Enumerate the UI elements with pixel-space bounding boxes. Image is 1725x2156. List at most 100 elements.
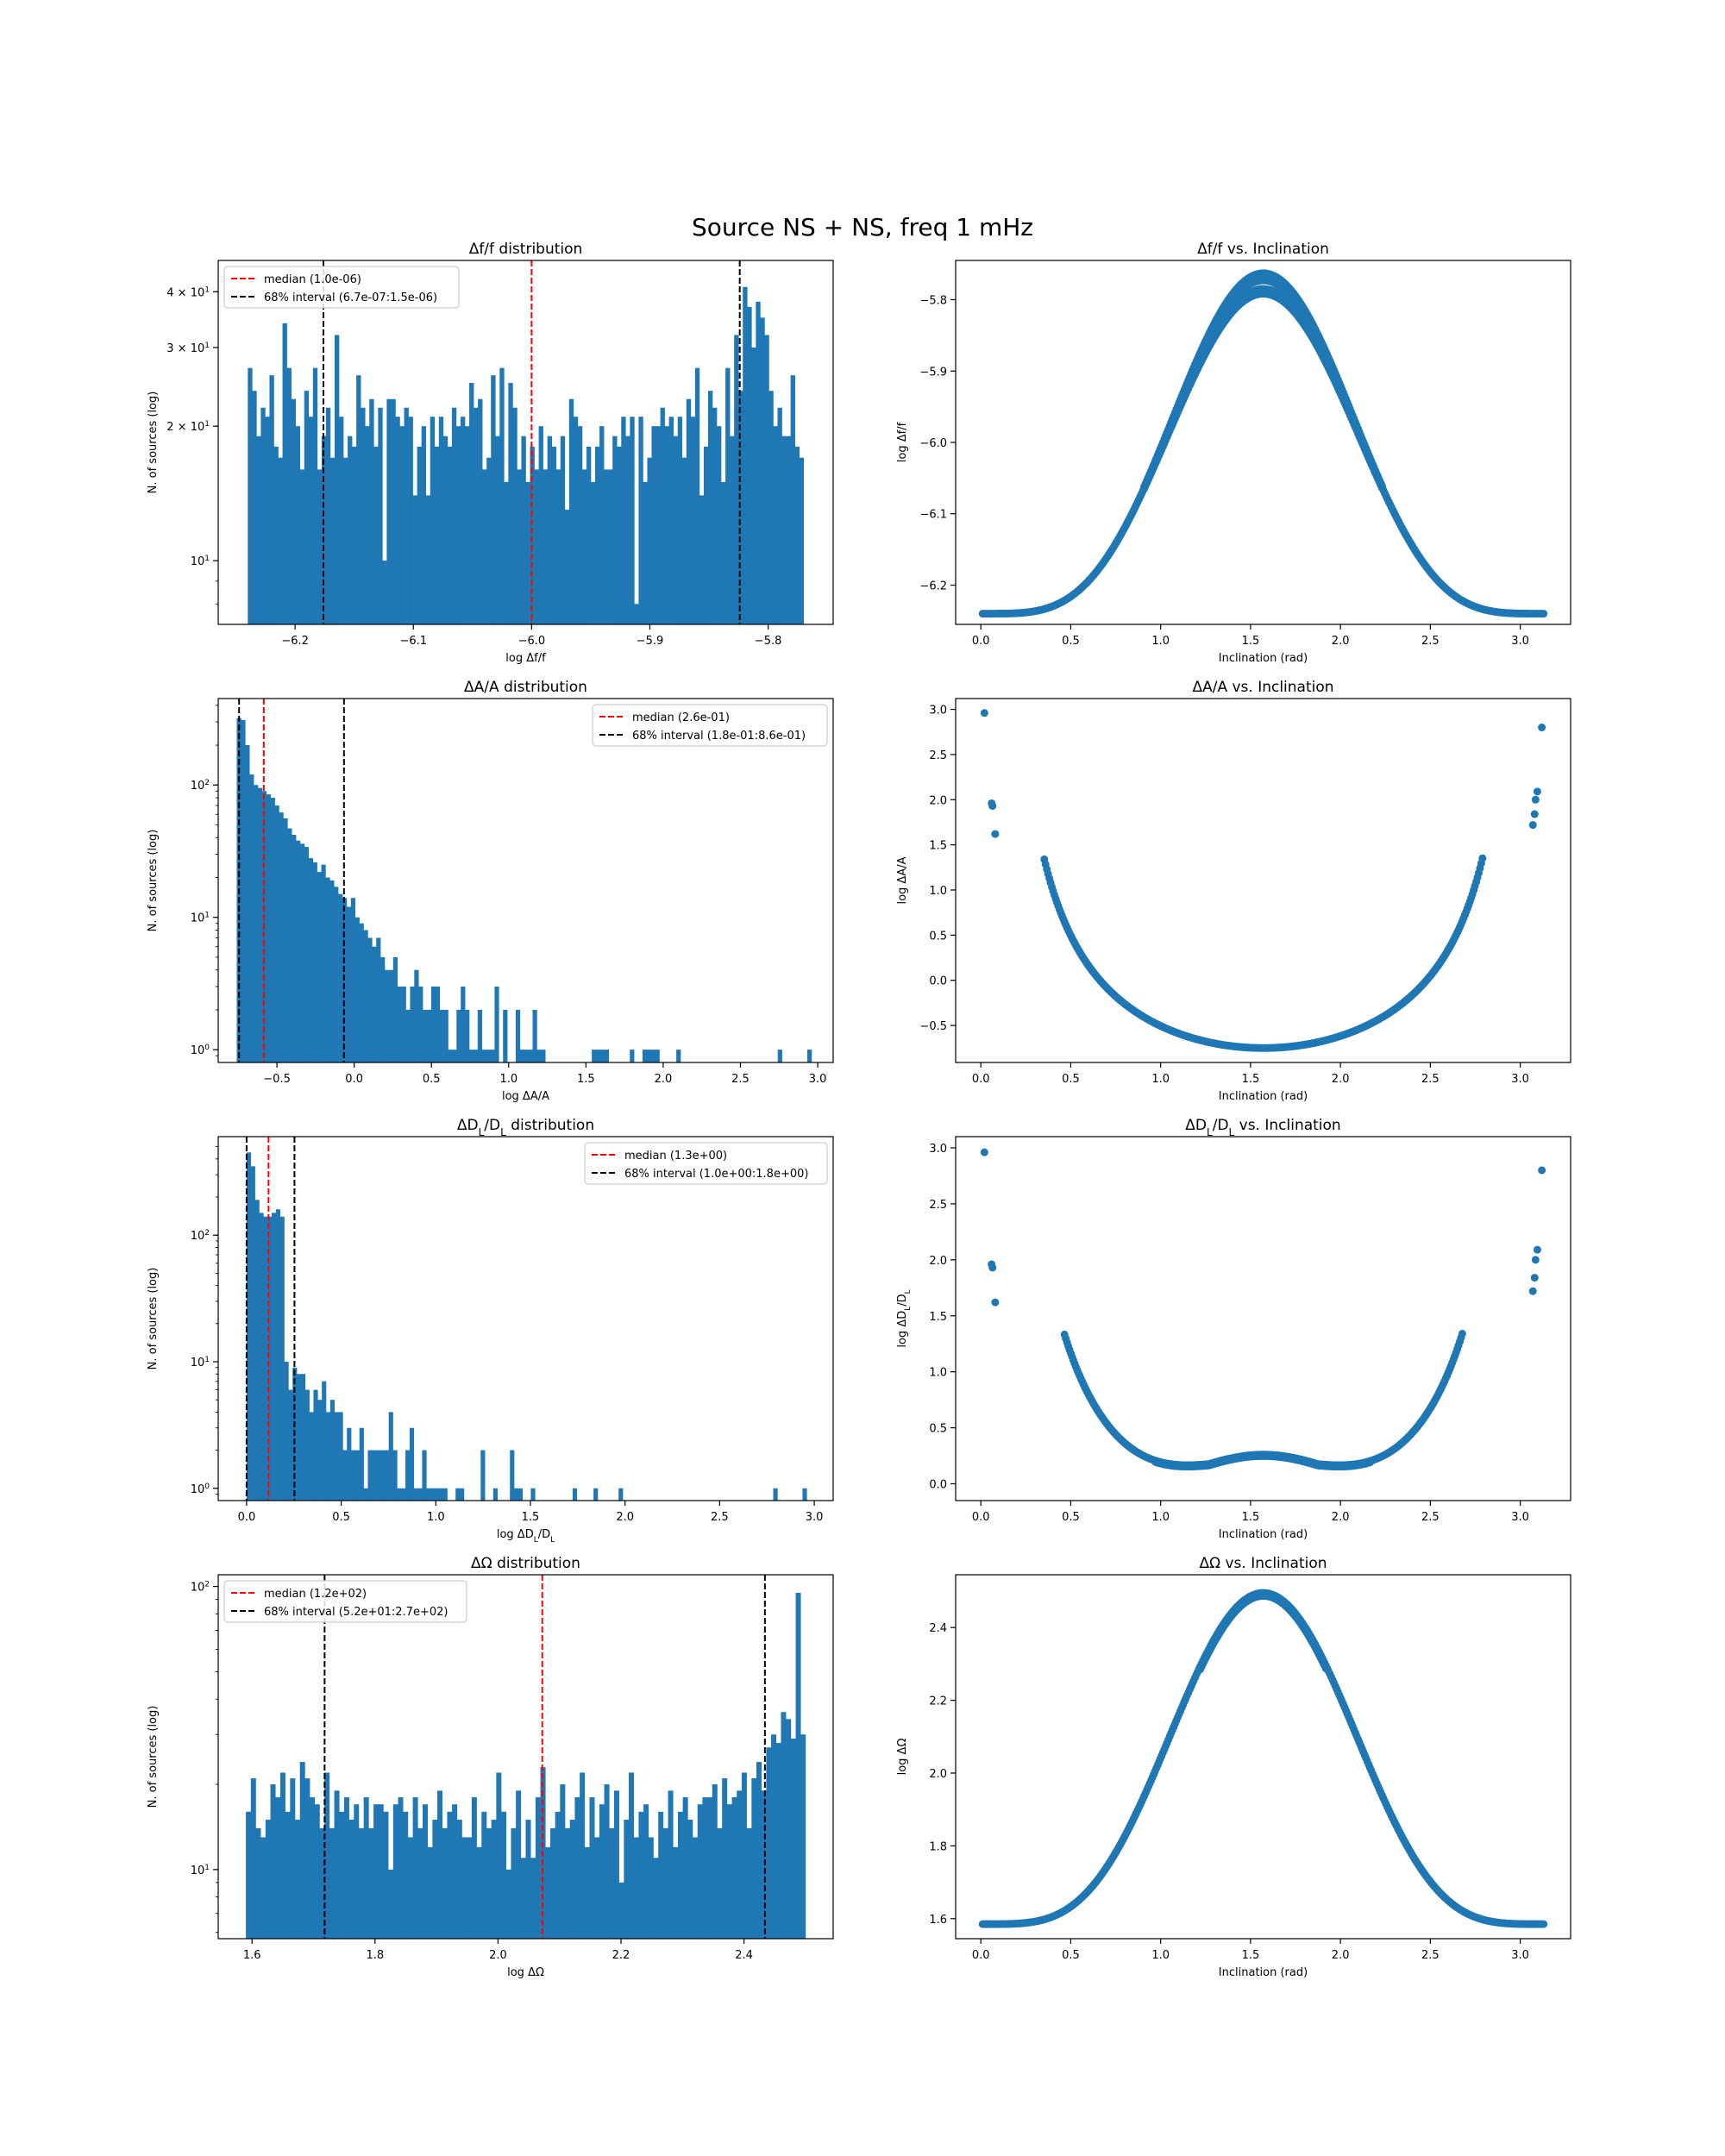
chart-dD: ΔDL/DL distribution 0.0 0.5 1.0 1.5 2.0 2.5 3.0… (147, 1117, 834, 1545)
x-tick-label: 3.0 (809, 1073, 827, 1086)
histogram-bar (378, 407, 383, 624)
histogram-bar (367, 1450, 373, 1501)
histogram-bar (574, 1797, 580, 1939)
histogram-bar (427, 1009, 432, 1062)
histogram-bar (512, 407, 518, 624)
histogram-bar (365, 426, 370, 624)
y-tick-label: 1.0 (929, 1367, 947, 1380)
y-tick-label: 1.5 (929, 1311, 947, 1324)
scatter-point (1540, 610, 1548, 618)
x-tick-label: 1.0 (1151, 635, 1170, 648)
histogram-bar (432, 1820, 438, 1939)
histogram-bar (668, 1790, 674, 1939)
legend-label: median (1.3e+00) (624, 1150, 727, 1163)
y-tick-label: 0.0 (929, 975, 947, 988)
x-tick-label: 0.5 (1062, 1511, 1080, 1524)
histogram-bar (309, 1412, 314, 1501)
histogram-bar (717, 1827, 723, 1939)
histogram-bar (594, 1837, 600, 1939)
histogram-bar (747, 306, 752, 624)
y-tick-label: 101 (191, 555, 210, 568)
x-tick-label: 1.5 (577, 1073, 595, 1086)
histogram-bar (384, 1450, 389, 1501)
histogram-bar (257, 787, 263, 1062)
histogram-bar (777, 407, 782, 624)
x-tick-label: 2.0 (1332, 1073, 1350, 1086)
histogram-bar (304, 391, 310, 624)
histogram-bar (473, 1050, 479, 1062)
histogram-bar (591, 481, 596, 624)
histogram-bar (660, 407, 665, 624)
y-tick-label: −5.9 (919, 366, 947, 379)
histogram-bar (378, 1804, 384, 1939)
x-tick-label: 1.5 (1242, 635, 1260, 648)
histogram-bar (317, 872, 322, 1062)
histogram-bar (617, 446, 622, 624)
y-tick-label: 2.5 (929, 1199, 947, 1212)
scatter-point (988, 802, 997, 811)
histogram-bar (254, 1200, 260, 1501)
histogram-bar (751, 347, 756, 624)
histogram-bar (325, 877, 330, 1062)
histogram-bar (802, 1488, 807, 1501)
histogram-bar (442, 1488, 448, 1501)
y-tick-label: 3.0 (929, 1143, 947, 1156)
x-tick-label: −6.0 (518, 635, 546, 648)
x-axis-label: Inclination (rad) (1219, 1528, 1308, 1541)
y-axis-label: log ΔA/A (896, 856, 909, 904)
histogram-bar (599, 1804, 605, 1939)
histogram-bar (299, 843, 305, 1062)
legend-box (584, 1142, 828, 1185)
histogram-bar (721, 481, 726, 624)
histogram-bar (299, 1762, 305, 1939)
histogram-bar (455, 1488, 461, 1501)
histogram-bar (648, 1837, 654, 1939)
scatter-points (980, 1148, 1546, 1471)
histogram-bar (367, 937, 373, 1062)
histogram-bar (486, 1050, 491, 1062)
histogram-bar (681, 457, 687, 624)
histogram-bar (352, 446, 357, 624)
histogram-bar (486, 457, 492, 624)
histogram-bar (430, 417, 436, 624)
histogram-bar (350, 898, 356, 1062)
y-tick-label: 3.0 (929, 705, 947, 718)
histogram-bar (638, 1811, 644, 1939)
histogram-bar (786, 436, 791, 624)
histogram-bar (299, 469, 305, 624)
histogram-bar (287, 828, 292, 1062)
histogram-bar (625, 436, 630, 624)
histogram-bar (469, 382, 474, 624)
histogram-bar (768, 391, 774, 624)
histogram-bar (538, 426, 543, 624)
x-tick-label: 2.0 (616, 1511, 634, 1524)
legend-box (223, 266, 460, 309)
x-tick-label: −6.1 (399, 635, 427, 648)
histogram-bar (338, 893, 343, 1062)
histogram-bar (697, 1804, 703, 1939)
histogram-bar (775, 1743, 781, 1939)
histogram-bar (388, 1869, 394, 1939)
histogram-bar (743, 286, 748, 624)
y-tick-label: 2.0 (929, 794, 947, 807)
histogram-bar (329, 1400, 335, 1501)
histogram-bar (658, 1811, 664, 1939)
histogram-bar (646, 1050, 652, 1062)
y-tick-label: 2.5 (929, 749, 947, 762)
histogram-bar (286, 367, 292, 624)
y-tick-label: 1.6 (929, 1914, 947, 1927)
histogram-bar (516, 1790, 522, 1939)
histogram-bar (297, 1374, 302, 1501)
histogram-bar (405, 1009, 411, 1062)
legend-label: 68% interval (5.2e+01:2.7e+02) (264, 1606, 448, 1619)
x-tick-label: 2.5 (1421, 1511, 1440, 1524)
histogram-bar (329, 1827, 335, 1939)
histogram-bar (409, 1427, 415, 1501)
histogram-bar (430, 986, 436, 1062)
legend: median (1.2e+02) 68% interval (5.2e+01:2.… (223, 1580, 467, 1623)
histogram-bar (304, 1389, 310, 1501)
histogram-bar (342, 1450, 348, 1501)
histogram-bar (456, 1009, 461, 1062)
figure-title: Source NS + NS, freq 1 mHz (692, 213, 1033, 241)
